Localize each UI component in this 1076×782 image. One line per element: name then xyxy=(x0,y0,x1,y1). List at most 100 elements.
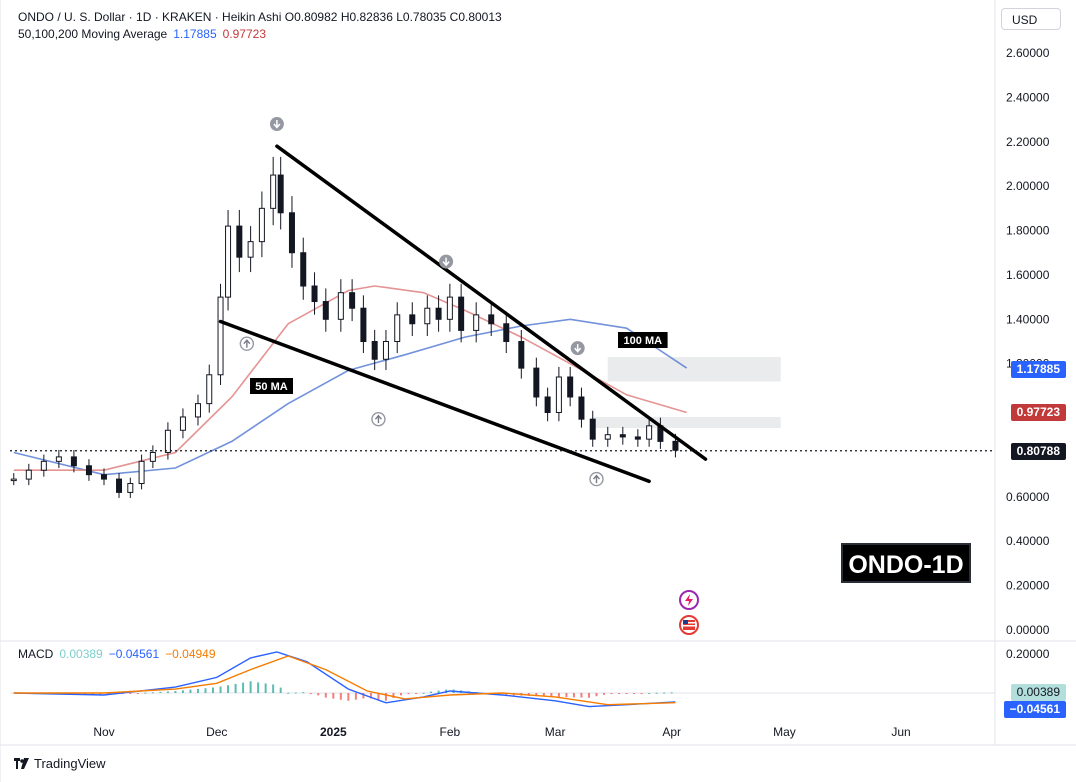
macd-hist-bar xyxy=(264,683,267,693)
macd-header[interactable]: MACD 0.00389 −0.04561 −0.04949 xyxy=(18,647,216,661)
candle-body xyxy=(672,440,679,451)
ma100-price-tag: 0.97723 xyxy=(1010,404,1066,421)
x-tick-label: 2025 xyxy=(320,725,347,739)
macd-hist-value: 0.00389 xyxy=(59,647,103,661)
candle-body xyxy=(138,460,145,485)
candle-body xyxy=(217,296,224,376)
trendline-upper xyxy=(275,144,708,461)
macd-hist-bar xyxy=(369,693,372,699)
macd-hist-bar xyxy=(377,693,380,700)
y-tick-label: 2.40000 xyxy=(1006,90,1050,104)
symbol-title: ONDO / U. S. Dollar · 1D · KRAKEN · Heik… xyxy=(18,10,282,24)
macd-hist-bar xyxy=(430,691,433,693)
candle-body xyxy=(435,307,442,320)
macd-hist-bar xyxy=(572,693,575,698)
macd-hist-bar xyxy=(272,684,275,693)
macd-hist-bar xyxy=(91,693,94,695)
ma50-annotation: 50 MA xyxy=(250,378,293,394)
candle-body xyxy=(55,456,62,462)
candle-body xyxy=(458,296,465,331)
y-tick-label: 1.40000 xyxy=(1006,312,1050,326)
candle-body xyxy=(382,341,389,360)
macd-hist-bar xyxy=(663,692,666,694)
macd-hist-bar xyxy=(392,693,395,699)
macd-hist-bar xyxy=(279,687,282,693)
macd-hist-bar xyxy=(317,693,320,696)
down-arrow-icon xyxy=(269,117,284,132)
candle-body xyxy=(40,460,47,471)
candle-body xyxy=(311,285,318,303)
resistance-zone xyxy=(592,416,781,429)
candle-body xyxy=(300,252,307,287)
macd-hist-bar xyxy=(550,693,553,697)
x-tick-label: Apr xyxy=(662,725,681,739)
candle-body xyxy=(619,434,626,438)
macd-hist-bar xyxy=(670,692,673,694)
macd-hist-bar xyxy=(196,688,199,693)
macd-hist-bar xyxy=(625,693,628,694)
y-tick-label: 0.00000 xyxy=(1006,623,1050,637)
candle-body xyxy=(409,314,416,325)
macd-label: MACD xyxy=(18,647,54,661)
candle-body xyxy=(100,474,107,480)
macd-hist-bar xyxy=(505,693,508,696)
up-arrow-icon xyxy=(589,471,604,487)
macd-hist-bar xyxy=(655,692,658,694)
macd-hist-bar xyxy=(580,693,583,698)
macd-signal-value: −0.04949 xyxy=(165,647,216,661)
tradingview-brand: TradingView xyxy=(34,756,106,771)
candle-body xyxy=(488,314,495,325)
macd-hist-bar xyxy=(249,681,252,693)
macd-hist-bar xyxy=(332,693,335,699)
macd-hist-bar xyxy=(362,693,365,699)
candle-body xyxy=(360,307,367,343)
ma-header[interactable]: 50,100,200 Moving Average 1.17885 0.97723 xyxy=(18,27,266,41)
macd-hist-bar xyxy=(407,693,410,694)
y-tick-label: 0.40000 xyxy=(1006,534,1050,548)
y-tick-label: 1.60000 xyxy=(1006,268,1050,282)
candle-body xyxy=(116,478,123,493)
x-tick-label: Nov xyxy=(93,725,114,739)
macd-hist-bar xyxy=(144,692,147,694)
candle-body xyxy=(288,212,295,254)
tradingview-logo[interactable]: TradingView xyxy=(14,756,106,771)
open-label: O xyxy=(284,10,295,24)
candle-body xyxy=(149,451,156,462)
currency-button[interactable]: USD xyxy=(1001,8,1061,30)
last-price-tag: 0.80788 xyxy=(1010,443,1066,460)
candle-body xyxy=(70,456,77,467)
resistance-zone xyxy=(607,357,781,382)
macd-hist-bar xyxy=(399,693,402,696)
low-value: 0.78035 xyxy=(402,10,447,24)
candle-body xyxy=(225,225,232,298)
open-value: 0.80982 xyxy=(294,10,338,24)
low-label: L xyxy=(396,10,403,24)
macd-hist-bar xyxy=(618,693,621,694)
candle-body xyxy=(194,403,201,418)
x-tick-label: Jun xyxy=(891,725,910,739)
macd-hist-bar xyxy=(136,693,139,694)
lightning-icon[interactable] xyxy=(679,590,699,610)
candle-body xyxy=(25,469,32,480)
macd-hist-bar xyxy=(189,689,192,693)
x-tick-label: May xyxy=(773,725,796,739)
macd-hist-bar xyxy=(84,693,87,695)
candle-body xyxy=(322,301,329,320)
macd-hist-tag: 0.00389 xyxy=(1010,684,1066,701)
candle-body xyxy=(270,174,277,209)
macd-hist-bar xyxy=(204,688,207,693)
macd-hist-bar xyxy=(587,693,590,698)
ma-indicator-label: 50,100,200 Moving Average xyxy=(18,27,168,41)
candle-body xyxy=(179,416,186,431)
macd-hist-bar xyxy=(302,692,305,694)
candle-body xyxy=(247,241,254,258)
macd-hist-bar xyxy=(557,693,560,697)
down-arrow-icon xyxy=(570,341,585,356)
y-tick-label: 2.20000 xyxy=(1006,135,1050,149)
candle-body xyxy=(446,296,453,320)
us-flag-icon[interactable] xyxy=(679,615,699,635)
candle-body xyxy=(337,292,344,320)
y-tick-label: 2.00000 xyxy=(1006,179,1050,193)
candle-body xyxy=(473,314,480,331)
